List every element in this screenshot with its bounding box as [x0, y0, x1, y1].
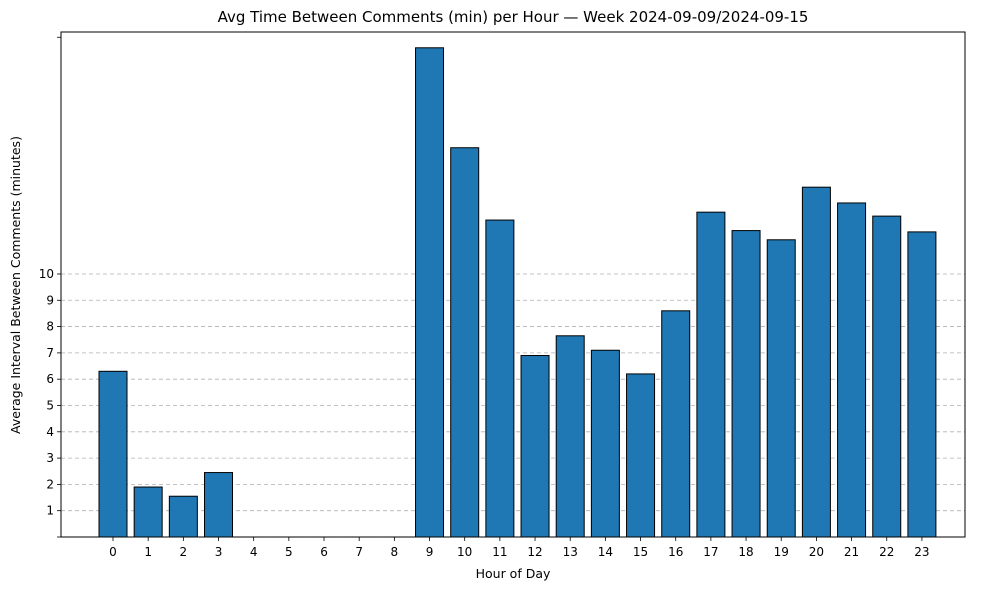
- bar-hour-19: [766, 239, 796, 538]
- bar-hour-22: [872, 215, 902, 538]
- x-tick-label: 22: [879, 545, 894, 559]
- bar-hour-23: [907, 231, 937, 538]
- bar-hour-11: [485, 219, 515, 538]
- y-tick-label: 8: [46, 320, 54, 334]
- y-tick-label: 5: [46, 398, 54, 412]
- y-axis-label: Average Interval Between Comments (minut…: [8, 136, 23, 434]
- x-tick-label: 23: [914, 545, 929, 559]
- y-tick-label: 10: [39, 267, 54, 281]
- bar-hour-9: [415, 47, 445, 538]
- bar-hour-13: [555, 335, 585, 538]
- x-tick-label: 13: [563, 545, 578, 559]
- bar-hour-21: [837, 202, 867, 538]
- x-tick-label: 16: [668, 545, 683, 559]
- x-tick-label: 19: [774, 545, 789, 559]
- y-tick-label: 7: [46, 346, 54, 360]
- x-tick-label: 1: [144, 545, 152, 559]
- bar-hour-15: [626, 373, 656, 538]
- x-tick-label: 5: [285, 545, 293, 559]
- bar-hour-18: [731, 230, 761, 538]
- bar-hour-12: [520, 355, 550, 538]
- x-tick-label: 17: [703, 545, 718, 559]
- x-axis-ticks: 0 1 2 3 4 5 6 7 8 9 10 11 12 13 14 15 16 17 18 19 20 21 22 23: [109, 537, 930, 559]
- x-tick-label: 21: [844, 545, 859, 559]
- y-tick-label: 3: [46, 451, 54, 465]
- bars: [98, 47, 937, 538]
- x-tick-label: 20: [809, 545, 824, 559]
- x-tick-label: 18: [738, 545, 753, 559]
- bar-hour-0: [98, 370, 128, 538]
- x-tick-label: 8: [391, 545, 399, 559]
- x-tick-label: 4: [250, 545, 258, 559]
- y-tick-label: 6: [46, 372, 54, 386]
- x-tick-label: 14: [598, 545, 613, 559]
- x-tick-label: 15: [633, 545, 648, 559]
- bar-hour-17: [696, 211, 726, 538]
- bar-hour-14: [590, 349, 620, 538]
- bar-hour-16: [661, 310, 691, 538]
- bar-hour-2: [168, 495, 198, 538]
- y-tick-label: 2: [46, 477, 54, 491]
- bar-hour-1: [133, 486, 163, 538]
- y-tick-label: 1: [46, 504, 54, 518]
- x-tick-label: 2: [180, 545, 188, 559]
- y-tick-label: 4: [46, 425, 54, 439]
- x-axis-label: Hour of Day: [476, 566, 551, 581]
- x-tick-label: 10: [457, 545, 472, 559]
- x-tick-label: 7: [355, 545, 363, 559]
- x-tick-label: 9: [426, 545, 434, 559]
- y-axis-ticks: 1 2 3 4 5 6 7 8 9 10: [39, 36, 61, 538]
- bar-hour-20: [801, 186, 831, 538]
- chart-title: Avg Time Between Comments (min) per Hour…: [218, 8, 809, 26]
- x-tick-label: 6: [320, 545, 328, 559]
- y-tick-label: 9: [46, 293, 54, 307]
- x-tick-label: 11: [492, 545, 507, 559]
- x-tick-label: 3: [215, 545, 223, 559]
- x-tick-label: 0: [109, 545, 117, 559]
- x-tick-label: 12: [527, 545, 542, 559]
- bar-hour-3: [204, 472, 234, 538]
- plot-frame: [60, 31, 966, 538]
- bar-hour-10: [450, 147, 480, 538]
